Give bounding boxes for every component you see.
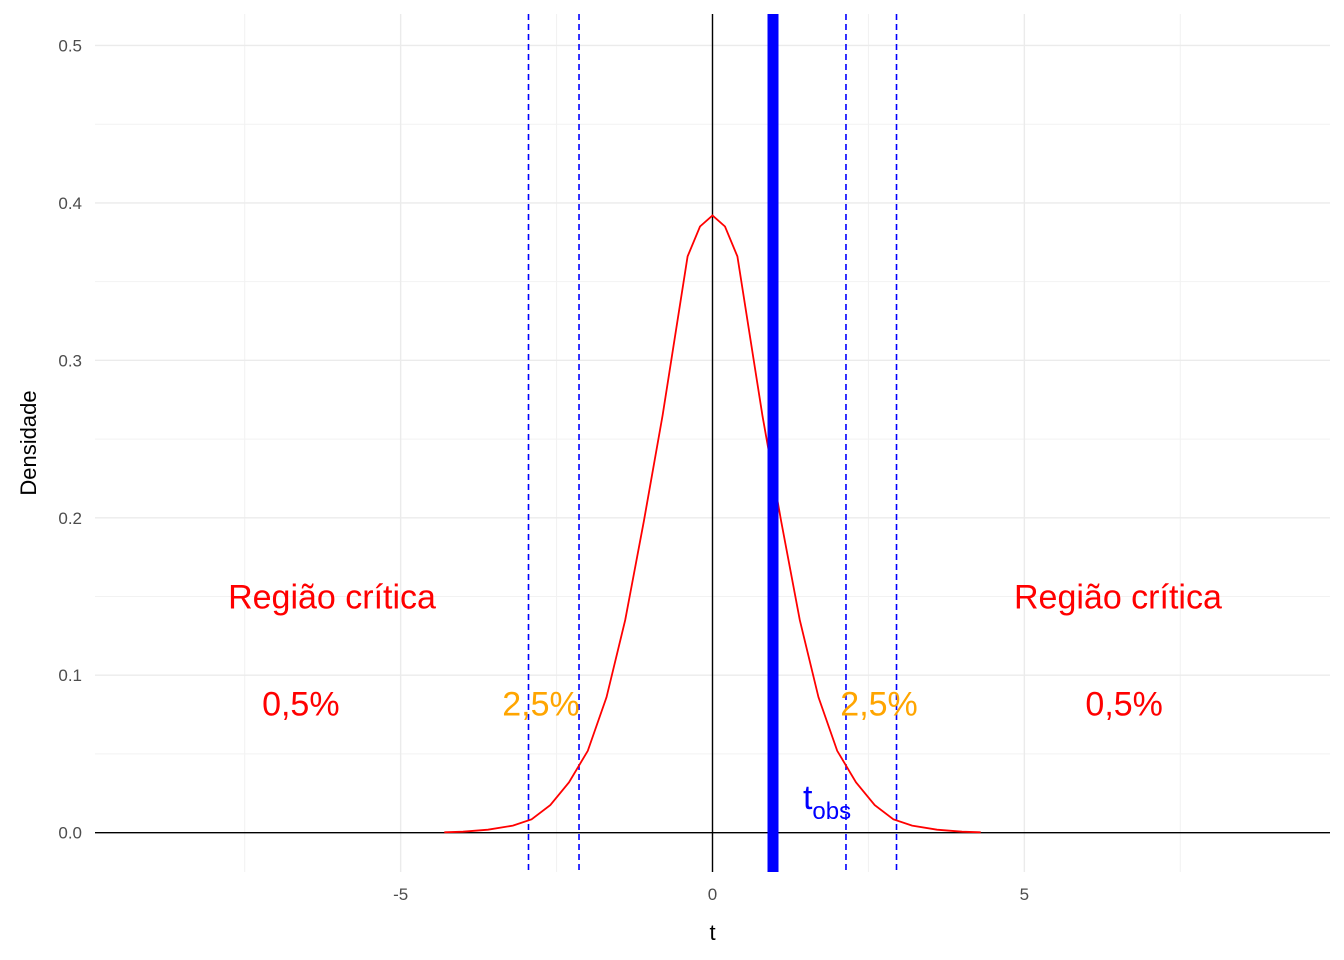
y-axis-ticks: 0.0 0.1 0.2 0.3 0.4 0.5 (58, 36, 82, 842)
y-tick-label: 0.2 (58, 509, 82, 528)
y-axis-label: Densidade (16, 390, 41, 495)
y-tick-label: 0.1 (58, 666, 82, 685)
annotation-label: 2,5% (502, 686, 580, 724)
x-tick-label: 0 (708, 885, 717, 904)
x-axis-ticks: -5 0 5 (393, 885, 1029, 904)
x-tick-label: 5 (1020, 885, 1029, 904)
y-tick-label: 0.3 (58, 351, 82, 370)
y-tick-label: 0.0 (58, 824, 82, 843)
annotation-label: Região crítica (228, 579, 436, 617)
annotations: Região crítica Região crítica 0,5% 2,5% 2,5%… (228, 579, 1222, 825)
density-curve (444, 214, 981, 834)
annotation-label: 0,5% (1085, 686, 1163, 724)
t-obs-subscript: obs (812, 798, 851, 825)
annotation-label: Região crítica (1014, 579, 1222, 617)
x-axis-label: t (709, 920, 715, 945)
t-obs-label: tobs (803, 779, 851, 825)
t-density-line (444, 214, 981, 834)
y-tick-label: 0.4 (58, 194, 82, 213)
x-tick-label: -5 (393, 885, 408, 904)
y-tick-label: 0.5 (58, 36, 82, 55)
annotation-label: 2,5% (840, 686, 918, 724)
reference-lines (95, 14, 1330, 872)
annotation-label: 0,5% (262, 686, 340, 724)
